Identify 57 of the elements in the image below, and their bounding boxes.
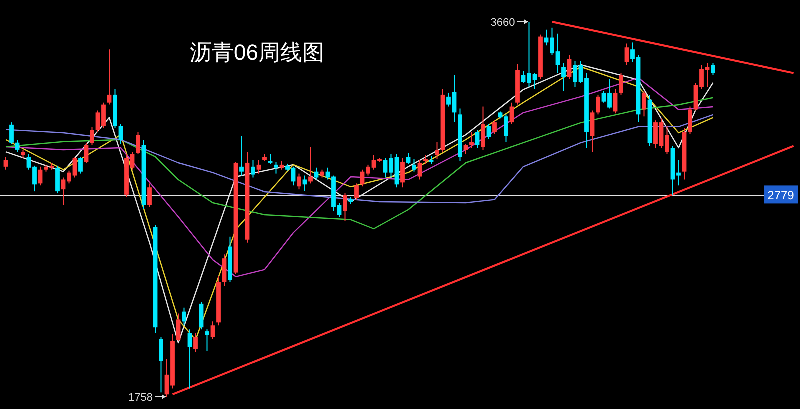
candlestick [188,329,192,390]
candlestick [435,142,440,160]
candlestick [596,94,600,116]
candlestick [711,62,716,76]
candlestick [354,183,359,201]
candlestick [159,336,164,394]
candlestick [314,167,319,180]
candlestick [10,122,14,145]
annotation: 3660 [490,17,516,29]
candlestick [194,333,198,353]
candlestick [210,321,216,340]
candlestick [222,254,227,287]
candlestick [107,49,112,106]
candlestick [205,329,210,352]
candlestick [268,154,273,164]
candlestick [562,62,566,92]
candlestick [297,173,302,190]
candlestick [182,307,186,326]
candlestick [302,175,308,192]
annotation: 1758 [128,392,153,404]
candlestick [481,106,486,151]
candlestick [4,156,8,170]
candlestick [642,90,646,118]
candlestick [406,152,411,164]
candlestick [590,110,595,153]
candlestick [56,165,60,194]
candlestick [412,158,416,172]
candlestick [418,160,422,180]
candlestick [136,132,140,155]
candlestick [613,88,618,114]
candlestick [176,313,181,342]
candlestick [400,158,405,188]
ref-line: 2779 [0,186,798,204]
candlestick [256,160,262,174]
candlestick [90,126,94,146]
candlestick [274,161,278,174]
candlestick [624,43,630,66]
candlestick [464,144,468,155]
ref-line-label: 2779 [768,188,795,203]
candlestick [619,72,624,96]
candlestick [343,193,348,222]
annotation: 3660 [490,17,529,29]
text: 沥青06周线图 [190,40,324,65]
candlestick [688,106,692,135]
candlestick [492,120,497,135]
candlestick [308,146,313,184]
candlestick [567,55,572,80]
candlestick [78,156,83,174]
candlestick [251,160,256,178]
candlestick [486,124,492,140]
candlestick [15,140,20,153]
candlestick [84,142,89,164]
candlestick [118,124,124,145]
candlestick [240,136,244,176]
candlestick [148,183,152,208]
candlestick [199,301,204,330]
annotation: 1758 [128,392,166,404]
